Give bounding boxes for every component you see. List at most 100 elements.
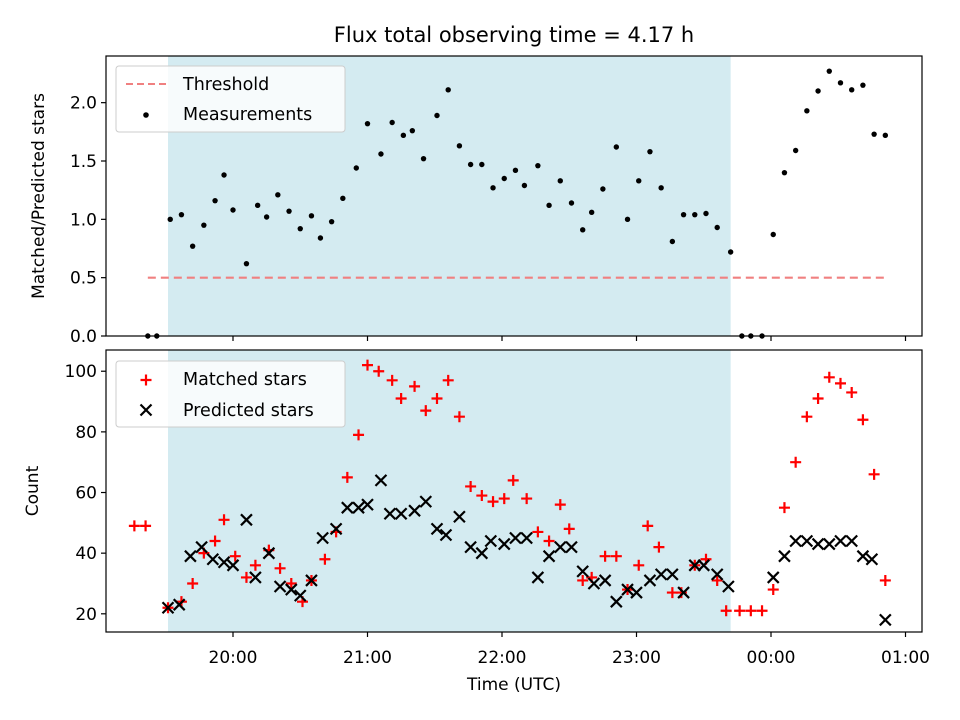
predicted-star-point <box>710 568 724 581</box>
measurement-point <box>353 165 359 171</box>
predicted-star-point <box>293 589 307 602</box>
predicted-star-point <box>834 534 847 548</box>
predicted-star-point <box>497 537 511 551</box>
predicted-star-point <box>352 501 365 514</box>
matched-star-point <box>240 571 252 583</box>
predicted-star-point <box>688 559 702 572</box>
bottom-panel-y-label: Count <box>23 465 43 516</box>
y-tick-label: 1.0 <box>70 210 97 230</box>
measurement-point <box>837 80 844 86</box>
predicted-star-point <box>800 534 814 548</box>
matched-star-point <box>487 496 499 508</box>
matched-star-point <box>543 535 555 547</box>
predicted-star-point <box>823 537 836 551</box>
matched-star-point <box>249 559 261 571</box>
measurement-point <box>882 132 889 139</box>
x-tick-label: 22:00 <box>478 648 527 668</box>
matched-star-point <box>834 377 846 389</box>
matched-star-point <box>319 553 331 565</box>
measurement-point <box>647 148 653 155</box>
matched-star-point <box>879 574 891 586</box>
predicted-star-point <box>643 574 657 587</box>
matched-star-point <box>599 550 611 562</box>
x-tick-label: 01:00 <box>881 648 930 668</box>
predicted-star-point <box>845 534 858 548</box>
measurement-point <box>378 151 384 157</box>
measurement-point <box>501 175 507 182</box>
measurement-point <box>317 235 324 241</box>
matched-star-point <box>386 374 398 386</box>
x-tick-label: 23:00 <box>612 648 661 668</box>
measurement-point <box>389 119 395 126</box>
predicted-star-point <box>531 571 545 584</box>
matched-star-point <box>431 393 443 405</box>
measurement-point <box>692 211 698 218</box>
matched-star-point <box>577 574 589 586</box>
matched-star-point <box>373 365 385 377</box>
predicted-star-point <box>316 531 329 545</box>
measurement-point <box>546 202 552 209</box>
measurement-point <box>275 192 281 198</box>
measurement-point <box>658 185 664 191</box>
predicted-star-point <box>172 598 186 611</box>
y-tick-label: 0.5 <box>70 269 97 289</box>
matched-star-point <box>642 520 654 532</box>
bottom-panel-legend-box <box>115 360 346 428</box>
legend-measurements-swatch <box>143 112 149 118</box>
predicted-star-point <box>161 601 175 615</box>
measurement-point <box>826 68 832 74</box>
measurement-point <box>521 182 528 189</box>
matched-star-point <box>209 535 221 547</box>
matched-star-point <box>563 523 575 535</box>
predicted-star-point <box>285 583 298 596</box>
measurement-point <box>490 185 496 191</box>
predicted-star-point <box>430 522 444 536</box>
bottom-panel-legend: Matched stars Predicted stars <box>115 360 346 428</box>
matched-star-point <box>274 562 286 574</box>
matched-star-point <box>465 480 477 492</box>
measurement-point <box>860 82 866 88</box>
top-panel-legend-box <box>115 65 346 133</box>
predicted-star-point <box>464 540 477 554</box>
matched-star-point <box>229 550 241 562</box>
predicted-star-point <box>206 552 220 566</box>
predicted-star-point <box>778 549 791 563</box>
predicted-star-point <box>249 571 262 584</box>
bottom-panel-axes: 20 40 60 80 100 20:00 21:00 22:00 23:00 00:00 01:0… <box>65 362 930 668</box>
predicted-star-point <box>610 595 623 608</box>
top-panel-legend: Threshold Measurements <box>115 65 346 133</box>
x-tick-label: 00:00 <box>747 648 796 668</box>
measurement-point <box>815 88 821 94</box>
measurement-point <box>445 87 451 93</box>
top-panel-frame <box>105 55 923 337</box>
predicted-star-point <box>394 507 408 521</box>
matched-star-point <box>498 493 510 505</box>
y-tick-label: 1.5 <box>70 152 97 172</box>
y-tick-label: 0.0 <box>70 327 97 347</box>
predicted-star-point <box>419 495 433 508</box>
matched-star-point <box>756 605 768 617</box>
y-tick-label: 80 <box>75 423 97 443</box>
measurement-point <box>286 208 292 214</box>
measurement-point <box>409 127 416 134</box>
matched-star-point <box>532 526 544 538</box>
predicted-star-point <box>865 552 879 566</box>
matched-star-point <box>868 468 880 480</box>
bottom-panel-frame <box>105 349 923 633</box>
measurement-point <box>340 195 346 202</box>
measurement-point <box>456 143 463 149</box>
predicted-stars-series <box>161 474 892 627</box>
predicted-star-point <box>408 504 421 517</box>
measurement-point <box>263 214 270 220</box>
measurement-point <box>600 186 606 192</box>
measurement-point <box>243 260 250 267</box>
matched-star-point <box>521 493 533 505</box>
matched-star-point <box>653 541 665 553</box>
predicted-star-point <box>576 565 589 578</box>
measurement-point <box>328 218 335 225</box>
matched-star-point <box>846 386 858 398</box>
predicted-star-point <box>383 507 397 521</box>
predicted-star-point <box>195 540 208 554</box>
x-axis-label: Time (UTC) <box>466 675 561 695</box>
predicted-star-point <box>677 586 690 599</box>
